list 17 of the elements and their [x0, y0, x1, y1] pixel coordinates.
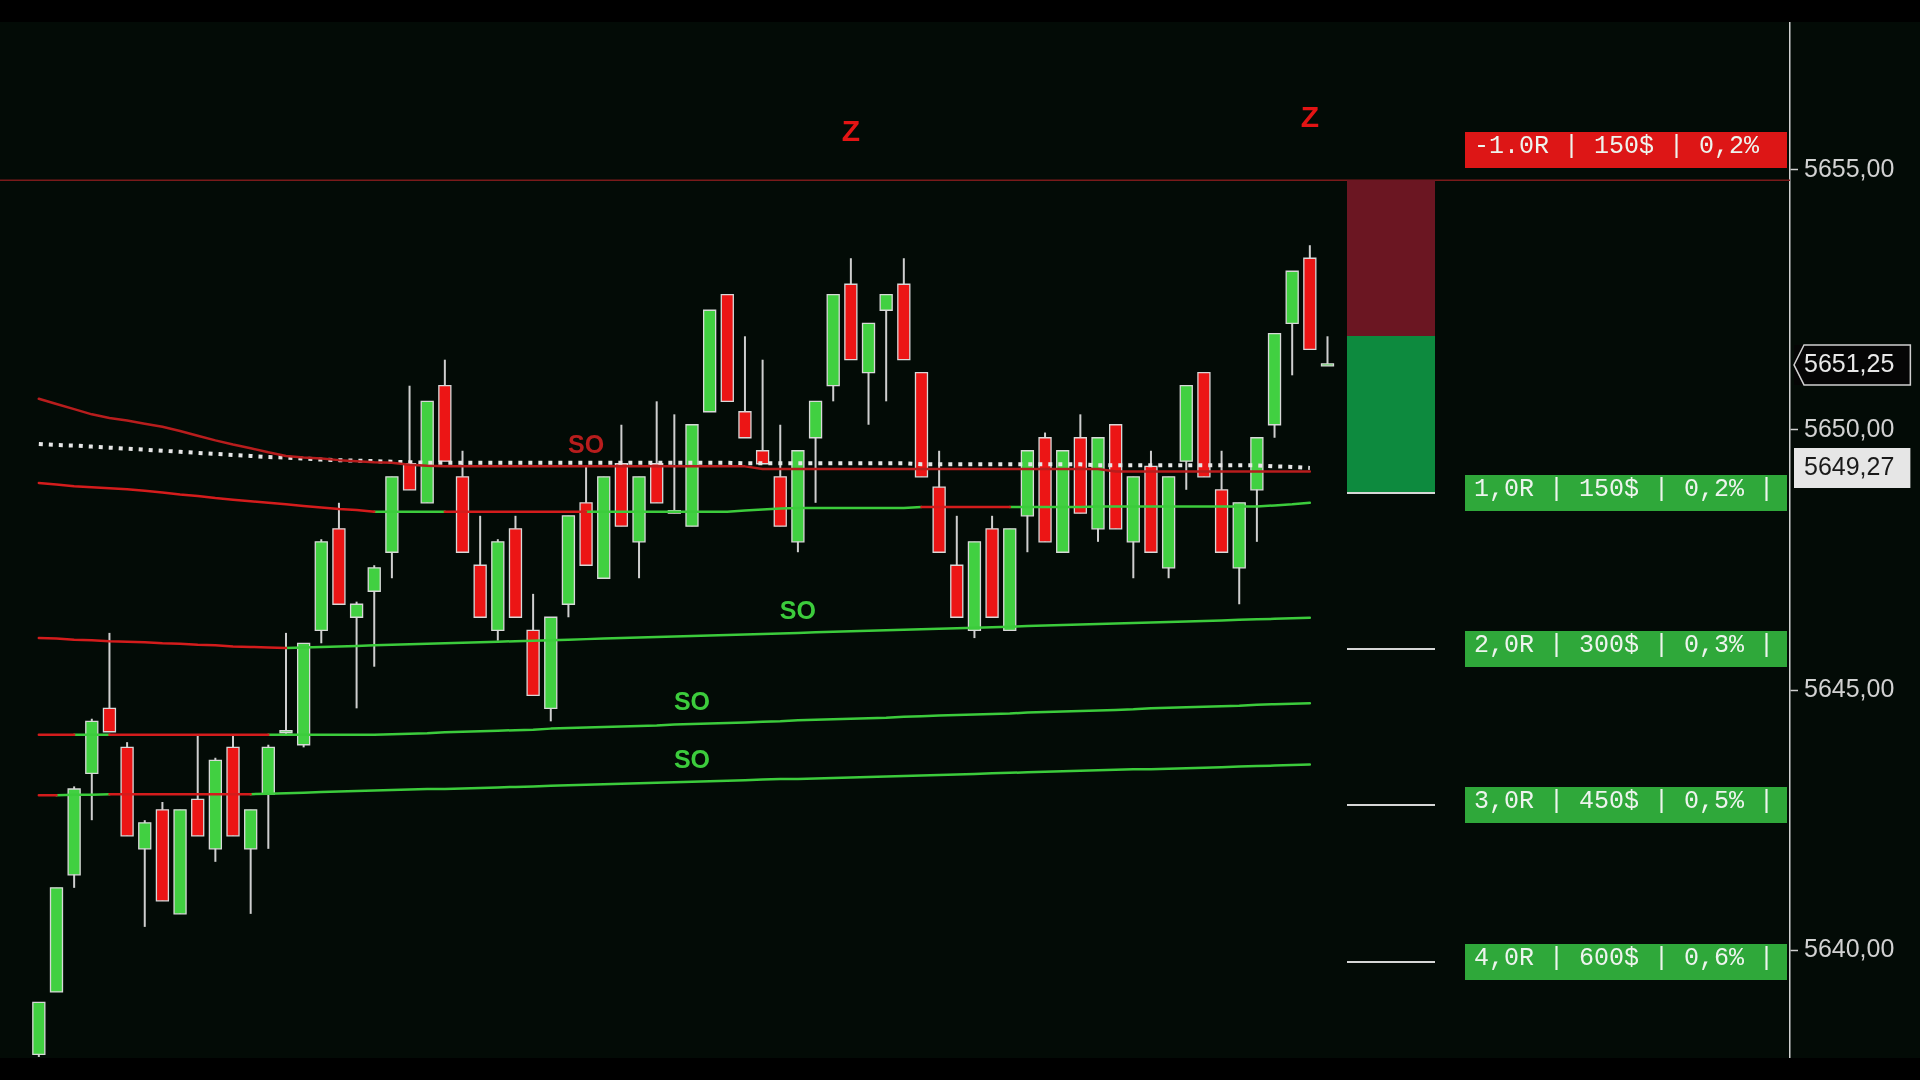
text: -1.0R | 150$ | 0,2%: [1464, 132, 1787, 169]
y-tick-label: 5649,27: [1804, 451, 1895, 480]
annotation: Z: [1300, 100, 1320, 134]
text: 1,0R | 150$ | 0,2% |: [1464, 474, 1787, 511]
text: 4,0R | 600$ | 0,6% |: [1464, 943, 1787, 980]
text: 2,0R | 300$ | 0,3% |: [1464, 631, 1787, 668]
series-label: SO: [673, 687, 711, 716]
annotation: Z: [841, 113, 861, 147]
y-tick-label: 5640,00: [1804, 934, 1895, 963]
y-tick-label: 5645,00: [1804, 674, 1895, 703]
series-label: SO: [568, 429, 605, 458]
series-label: SO: [779, 596, 816, 625]
y-tick-label: 5650,00: [1804, 413, 1895, 442]
text: 3,0R | 450$ | 0,5% |: [1464, 787, 1787, 824]
series-label: SO: [673, 745, 711, 774]
y-tick-label: 5655,00: [1804, 153, 1895, 182]
y-tick-label: 5651,25: [1804, 348, 1895, 377]
